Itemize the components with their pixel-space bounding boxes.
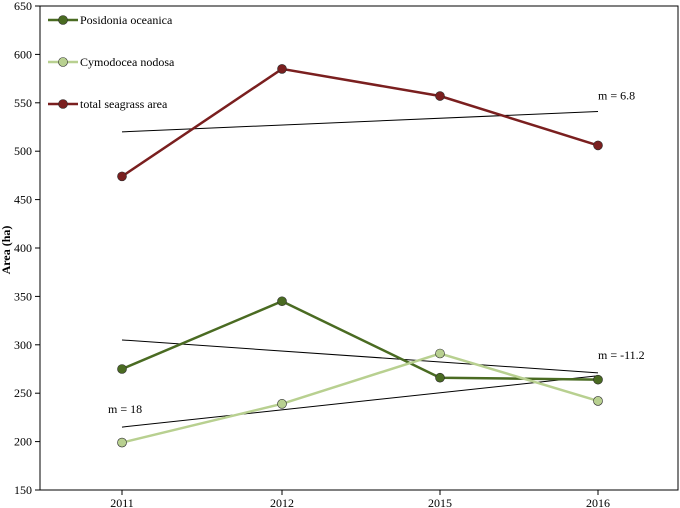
legend: Posidonia oceanica Cymodocea nodosa total … — [48, 13, 175, 111]
data-point — [435, 348, 445, 359]
y-tick-label: 300 — [14, 338, 32, 352]
y-tick-label: 450 — [14, 193, 32, 207]
y-tick-label: 500 — [14, 144, 32, 158]
x-tick-label: 2012 — [270, 496, 294, 508]
trendline — [121, 375, 599, 428]
data-point — [277, 399, 287, 409]
plot-frame — [39, 5, 679, 491]
data-point — [117, 437, 127, 448]
legend-marker — [58, 15, 68, 25]
y-tick-label: 400 — [14, 241, 32, 255]
x-tick-label: 2015 — [428, 496, 452, 508]
legend-marker — [58, 99, 68, 109]
legend-marker — [58, 57, 68, 67]
x-tick-label: 2016 — [586, 496, 610, 508]
series-line — [121, 67, 599, 178]
data-point — [277, 64, 287, 74]
data-point — [277, 296, 287, 307]
data-point — [593, 140, 603, 151]
axes: 150 200 250 300 350 400 450 500 550 600 650 2011 201… — [14, 0, 679, 508]
data-point — [117, 364, 127, 374]
data-point — [117, 171, 127, 182]
y-tick-label: 600 — [14, 47, 32, 61]
trendline-slope-label: m = -11.2 — [598, 348, 645, 362]
y-tick-label: 350 — [14, 289, 32, 303]
x-tick-label: 2011 — [110, 496, 134, 508]
y-tick-label: 150 — [14, 483, 32, 497]
series-line — [121, 352, 599, 444]
y-tick-label: 200 — [14, 435, 32, 449]
data-point — [435, 372, 445, 383]
trendline-slope-label: m = 18 — [108, 402, 142, 416]
y-tick-label: 650 — [14, 0, 32, 13]
trendline — [121, 339, 599, 374]
y-tick-label: 550 — [14, 96, 32, 110]
legend-label: Cymodocea nodosa — [80, 55, 175, 69]
legend-label: total seagrass area — [80, 97, 168, 111]
y-tick-label: 250 — [14, 386, 32, 400]
trendline-slope-label: m = 6.8 — [598, 89, 635, 103]
data-point — [593, 396, 603, 406]
trendlines: m = 6.8 m = -11.2 m = 18 — [108, 89, 645, 428]
y-axis-label: Area (ha) — [0, 226, 13, 275]
data-point — [435, 91, 445, 101]
data-point — [593, 374, 603, 385]
legend-label: Posidonia oceanica — [80, 13, 173, 27]
series-line — [121, 299, 599, 381]
trendline — [121, 111, 599, 133]
series-group — [117, 64, 603, 448]
